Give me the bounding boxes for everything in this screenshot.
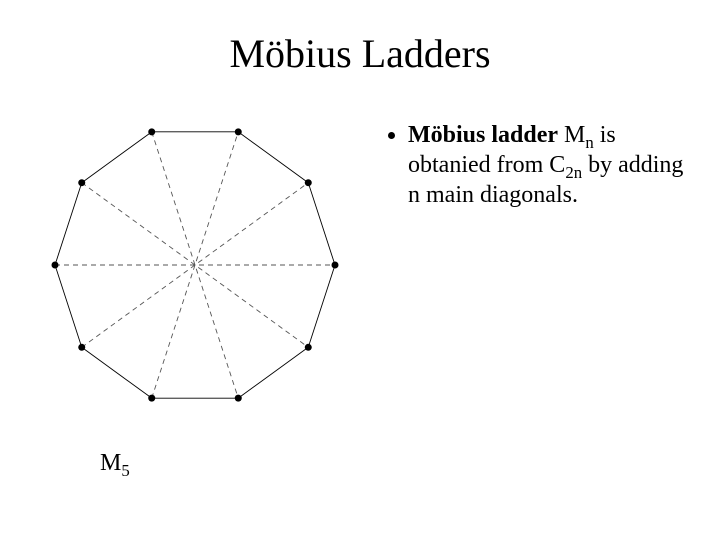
- definition-text: Möbius ladder Mn is obtanied from C2n by…: [380, 120, 700, 210]
- page-title: Möbius Ladders: [0, 30, 720, 77]
- term-bold: Möbius ladder: [408, 122, 558, 148]
- mobius-graph: [30, 100, 360, 430]
- definition-bullet: Möbius ladder Mn is obtanied from C2n by…: [408, 120, 700, 210]
- graph-caption: M5: [100, 450, 130, 477]
